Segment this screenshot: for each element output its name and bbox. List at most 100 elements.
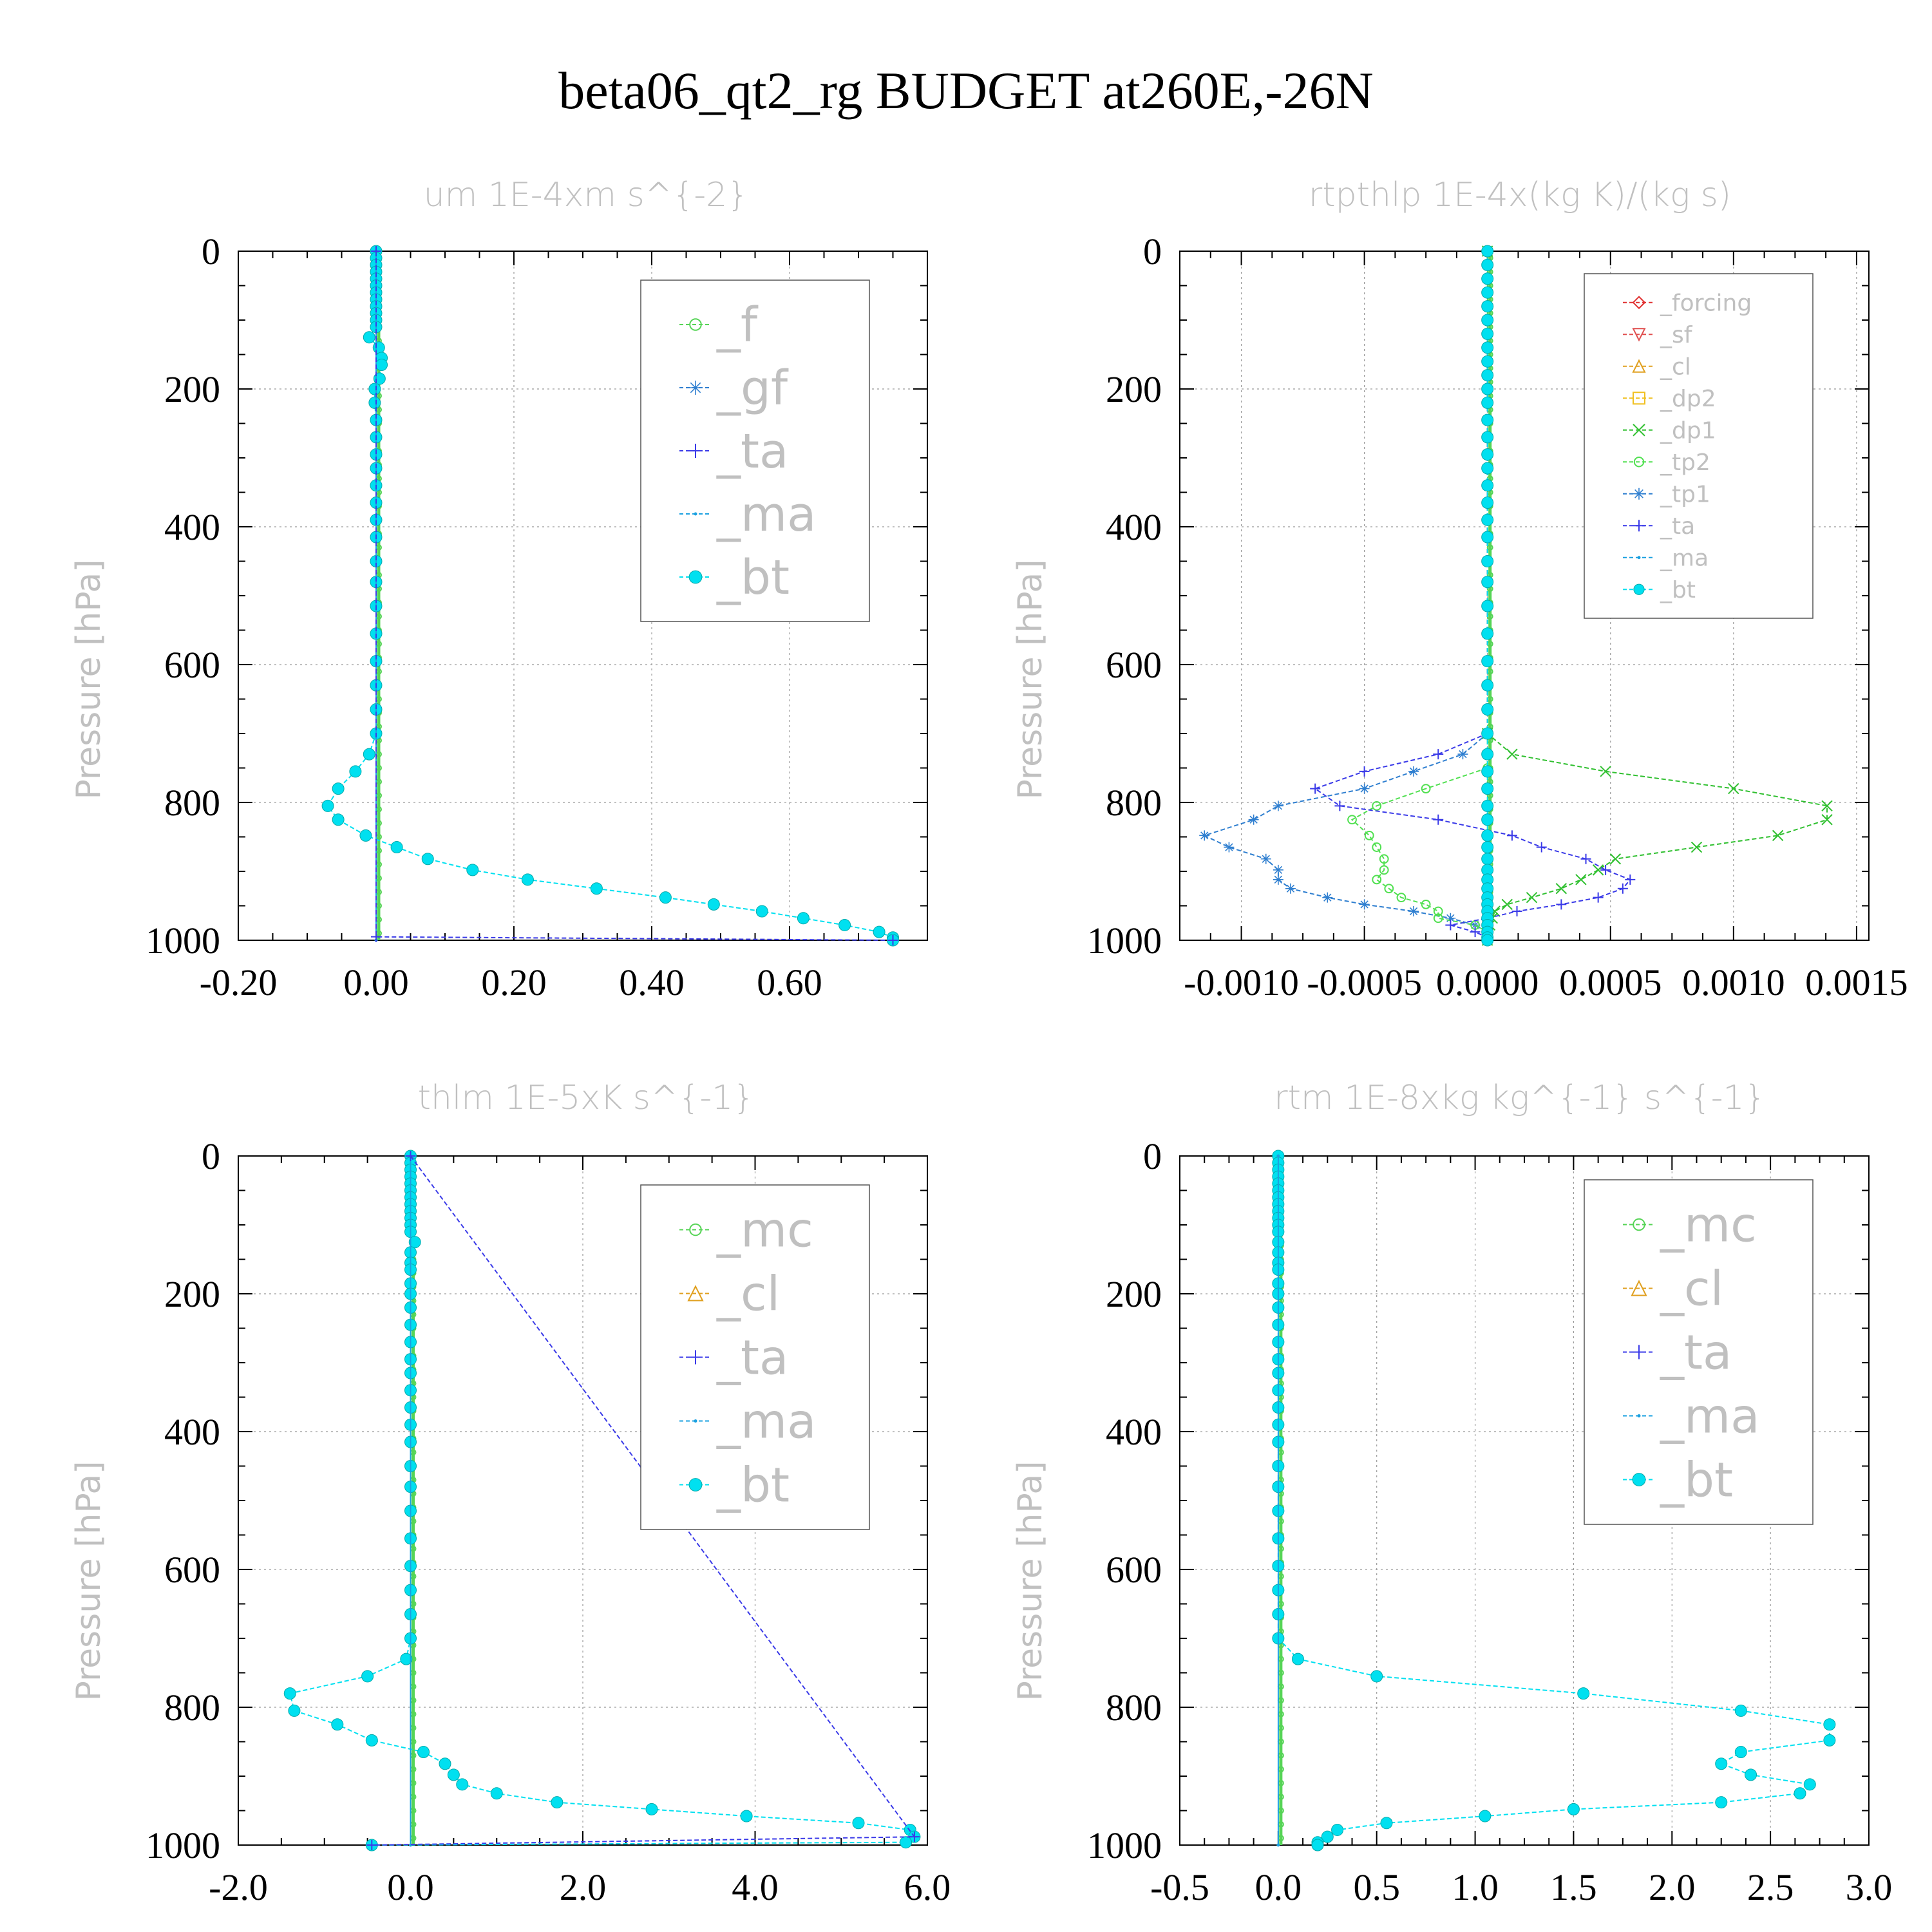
data-point-bt	[1481, 479, 1494, 492]
x-tick-label: 0.0015	[1805, 961, 1908, 1003]
data-point-dp1	[1526, 891, 1538, 904]
data-point-bt	[1734, 1746, 1747, 1759]
legend-marker-dp1	[1633, 424, 1645, 437]
data-point-bt	[1291, 1653, 1304, 1665]
data-point-bt	[361, 1670, 374, 1683]
data-point-bt	[1481, 727, 1494, 740]
data-point-dp1	[1501, 898, 1513, 911]
y-tick-label: 200	[164, 368, 220, 410]
legend-label-bt: _bt	[1660, 1452, 1733, 1508]
legend-label-cl: _cl	[1660, 1261, 1723, 1316]
x-tick-label: 0.5	[1353, 1866, 1400, 1908]
data-point-tp2	[1396, 893, 1406, 903]
legend-marker-ta	[688, 444, 703, 458]
data-point-bt	[873, 925, 886, 938]
data-point-bt	[1479, 1810, 1492, 1823]
legend-label-bt: _bt	[716, 550, 790, 605]
data-point-tp1	[1285, 883, 1296, 894]
x-tick-label: 3.0	[1846, 1866, 1893, 1908]
legend-label-ma: _ma	[1660, 1388, 1759, 1444]
data-point-ta	[1433, 749, 1444, 760]
data-point-ta	[1600, 864, 1611, 875]
data-point-tp1	[1457, 749, 1468, 760]
legend-label-bt: _bt	[716, 1457, 790, 1513]
data-point-bt	[1794, 1787, 1806, 1800]
legend-marker-bt	[1633, 583, 1645, 595]
data-point-bt	[1481, 327, 1494, 340]
x-tick-label: 0.0005	[1559, 961, 1662, 1003]
y-tick-label: 1000	[1087, 1824, 1162, 1866]
data-point-bt	[400, 1653, 413, 1665]
data-point-tp1	[1408, 766, 1419, 777]
data-point-ta	[405, 1151, 416, 1161]
legend-label-tp2: _tp2	[1660, 450, 1710, 476]
data-point-bt	[1481, 600, 1494, 612]
data-point-bt	[707, 898, 720, 911]
data-point-bt	[365, 1734, 378, 1747]
plot-area-0: 0 200 400 600 800 1000-0.20 0.00 0.20 0.40 0.60 _f…	[146, 231, 928, 1003]
legend-3: _mc _cl _ta _ma _bt	[1584, 1179, 1814, 1525]
y-tick-label: 800	[1106, 1687, 1162, 1728]
data-point-bt	[390, 841, 403, 854]
legend-label-ma: _ma	[716, 487, 816, 542]
data-point-ta	[1506, 830, 1517, 841]
data-point-bt	[1321, 1830, 1334, 1843]
y-tick-label: 400	[1106, 1411, 1162, 1453]
x-tick-label: -0.0005	[1307, 961, 1422, 1003]
legend-marker-cl	[1631, 1280, 1647, 1296]
data-point-ta	[1556, 899, 1567, 910]
legend-marker-f	[689, 318, 702, 331]
data-point-tp1	[1260, 853, 1271, 864]
data-point-dp1	[1506, 748, 1518, 760]
y-tick-label: 1000	[1087, 920, 1162, 961]
data-point-dp1	[1592, 864, 1604, 876]
data-point-bt	[1481, 748, 1494, 761]
ylabel-thlm: Pressure [hPa]	[70, 1461, 108, 1701]
data-point-tp2	[1421, 784, 1431, 793]
plot-area-3: 0 200 400 600 800 1000-0.5 0.0 0.5 1.0 1.5 2.0 2.5 3…	[1087, 1135, 1892, 1908]
data-point-bt	[490, 1787, 503, 1800]
data-point-bt	[1481, 355, 1494, 368]
data-point-bt	[368, 383, 381, 395]
legend-label-mc: _mc	[1660, 1197, 1757, 1253]
legend-label-tp1: _tp1	[1660, 481, 1710, 507]
x-tick-label: 0.0	[387, 1866, 434, 1908]
series-line-tp2	[1350, 251, 1488, 940]
data-point-tp1	[1248, 814, 1259, 825]
data-point-ta	[1334, 800, 1345, 811]
data-point-bt	[447, 1768, 460, 1781]
data-point-bt	[1481, 286, 1494, 299]
data-point-bt	[439, 1757, 451, 1770]
data-point-tp1	[1322, 892, 1333, 903]
data-point-tp2	[1433, 906, 1443, 916]
data-point-bt	[417, 1746, 430, 1759]
data-point-bt	[1380, 1817, 1393, 1830]
y-tick-label: 1000	[146, 1824, 220, 1866]
data-point-tp2	[1372, 842, 1382, 852]
legend-label-ma: _ma	[1660, 545, 1709, 571]
data-point-tp1	[1273, 864, 1283, 875]
data-point-bt	[1481, 655, 1494, 668]
legend-marker-ma	[694, 1419, 697, 1423]
y-tick-label: 600	[1106, 1549, 1162, 1591]
panel-title-thlm: thlm 1E-5xK s^{-1}	[418, 1079, 755, 1117]
legend-marker-mc	[1633, 1218, 1645, 1231]
data-point-dp1	[1821, 814, 1833, 826]
legend-marker-mc	[689, 1223, 702, 1236]
data-point-tp2	[1372, 875, 1382, 885]
data-point-bt	[349, 765, 362, 778]
legend-marker-bt	[1632, 1473, 1646, 1486]
y-tick-label: 0	[1143, 1135, 1162, 1177]
data-point-ta	[1536, 842, 1547, 853]
legend-marker-ma	[1637, 1414, 1641, 1417]
x-tick-label: 0.00	[343, 961, 409, 1003]
data-point-bt	[283, 1687, 296, 1700]
data-point-ta	[1445, 920, 1456, 931]
data-point-bt	[1481, 462, 1494, 475]
data-point-bt	[372, 341, 385, 354]
legend-label-cl: _cl	[1660, 354, 1691, 380]
data-point-tp2	[1421, 899, 1431, 909]
x-tick-label: 0.0	[1255, 1866, 1302, 1908]
data-point-bt	[1481, 799, 1494, 812]
